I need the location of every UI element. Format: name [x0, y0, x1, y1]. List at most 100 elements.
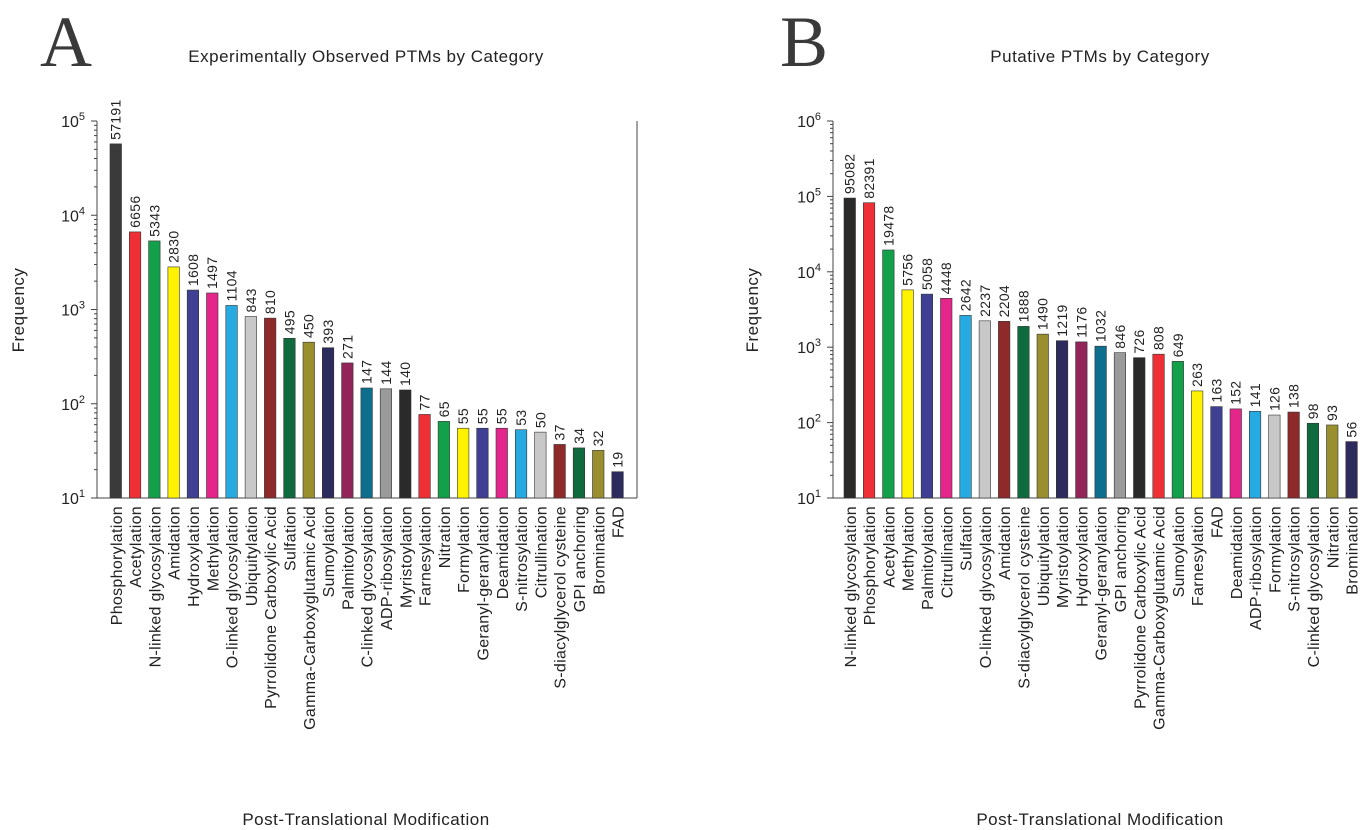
category-label: GPI anchoring — [1113, 506, 1130, 612]
bar-value-label: 65 — [436, 401, 452, 417]
bar — [1326, 424, 1339, 499]
category-label: Phosphorylation — [109, 506, 126, 625]
bar — [1056, 340, 1069, 499]
category-label: Palmitoylation — [920, 506, 937, 610]
category-label: S-diacylglycerol cysteine — [1016, 506, 1033, 689]
bar-value-label: 32 — [590, 430, 606, 446]
category-label: Ubiquitylation — [1036, 506, 1053, 606]
category-label: Nitration — [437, 506, 454, 568]
category-label: Farnesylation — [418, 506, 435, 606]
category-label: Hydroxylation — [186, 506, 203, 607]
category-label: N-linked glycosylation — [843, 506, 860, 667]
bar-value-label: 1490 — [1035, 298, 1051, 330]
category-label: Citrullination — [533, 506, 550, 598]
bar-value-label: 2642 — [958, 279, 974, 311]
bar — [998, 321, 1011, 499]
y-tick-label: 101 — [61, 488, 85, 508]
bar-value-label: 843 — [243, 288, 259, 312]
bar-value-label: 393 — [320, 319, 336, 343]
bar — [592, 450, 605, 499]
bar-value-label: 2204 — [996, 285, 1012, 317]
y-axis-label: Frequency — [743, 268, 762, 353]
bar-value-label: 649 — [1170, 333, 1186, 357]
y-tick-label: 105 — [61, 111, 85, 131]
bar-value-label: 57191 — [108, 99, 124, 139]
category-label: Geranyl-geranylation — [475, 506, 492, 661]
bar — [206, 292, 219, 499]
category-label: N-linked glycosylation — [147, 506, 164, 667]
bar-value-label: 144 — [378, 361, 394, 385]
category-label: ADP-ribosylation — [1248, 506, 1265, 630]
bar-value-label: 141 — [1247, 383, 1263, 407]
bar-value-label: 846 — [1112, 324, 1128, 348]
panel-letter: B — [780, 2, 828, 82]
bar-value-label: 5343 — [146, 205, 162, 237]
bar-value-label: 53 — [513, 410, 529, 426]
category-label: Palmitoylation — [340, 506, 357, 610]
bar-value-label: 19478 — [880, 206, 896, 246]
category-label: Amidation — [997, 506, 1014, 580]
bar — [476, 427, 489, 499]
bar — [1036, 333, 1049, 499]
bar — [940, 298, 953, 499]
category-label: O-linked glycosylation — [225, 506, 242, 668]
category-label: Bromination — [591, 506, 608, 595]
category-label: Acetylation — [881, 506, 898, 588]
bar — [1306, 422, 1319, 499]
y-tick-label: 102 — [797, 413, 821, 433]
category-label: Acetylation — [128, 506, 145, 588]
bar — [418, 414, 431, 499]
bar-value-label: 726 — [1131, 329, 1147, 353]
bar-value-label: 263 — [1189, 363, 1205, 387]
bar — [495, 427, 508, 499]
bar — [1191, 390, 1204, 499]
bar-value-label: 82391 — [861, 158, 877, 198]
bar — [244, 316, 257, 499]
bar-value-label: 2830 — [166, 231, 182, 263]
category-label: Geranyl-geranylation — [1094, 506, 1111, 661]
bar-value-label: 77 — [417, 394, 433, 410]
category-label: Myristoylation — [1055, 506, 1072, 608]
bar — [1017, 326, 1030, 499]
y-tick-label: 103 — [61, 300, 85, 320]
chart-panel-b: B Putative PTMs by Category 101 102 103 104 10… — [743, 2, 1362, 829]
category-label: Farnesylation — [1190, 506, 1207, 606]
bar — [1249, 411, 1262, 499]
bar — [1268, 414, 1281, 499]
bar — [109, 143, 122, 499]
bar — [1345, 441, 1358, 499]
y-tick-label: 106 — [797, 111, 821, 131]
bar — [534, 431, 547, 499]
bar-value-label: 1888 — [1015, 290, 1031, 322]
category-label: Gamma-Carboxyglutamic Acid — [302, 506, 319, 730]
bar-value-label: 98 — [1305, 403, 1321, 419]
bar-value-label: 4448 — [938, 262, 954, 294]
category-label: FAD — [611, 506, 628, 538]
bar — [457, 427, 470, 499]
y-tick-label: 102 — [61, 394, 85, 414]
bar-value-label: 55 — [474, 408, 490, 424]
bar-value-label: 140 — [397, 362, 413, 386]
y-tick-label: 101 — [797, 488, 821, 508]
category-label: Amidation — [167, 506, 184, 580]
bar — [1113, 352, 1126, 499]
bar — [882, 249, 895, 499]
category-label: Sumoylation — [1171, 506, 1188, 597]
bar-value-label: 55 — [455, 408, 471, 424]
bar-value-label: 271 — [339, 335, 355, 359]
bar — [283, 337, 296, 499]
bar-value-label: 152 — [1228, 381, 1244, 405]
category-label: Methylation — [901, 506, 918, 591]
bar — [148, 240, 161, 499]
bar-value-label: 810 — [262, 290, 278, 314]
bar — [399, 389, 412, 499]
bar-value-label: 1497 — [204, 257, 220, 289]
category-label: S-nitrosylation — [1287, 506, 1304, 612]
bar-value-label: 808 — [1151, 326, 1167, 350]
bar — [843, 197, 856, 499]
category-label: Gamma-Carboxyglutamic Acid — [1152, 506, 1169, 730]
category-label: Deamidation — [495, 506, 512, 599]
chart-title: Experimentally Observed PTMs by Category — [188, 47, 543, 66]
bar-value-label: 495 — [281, 310, 297, 334]
bar — [901, 289, 914, 499]
